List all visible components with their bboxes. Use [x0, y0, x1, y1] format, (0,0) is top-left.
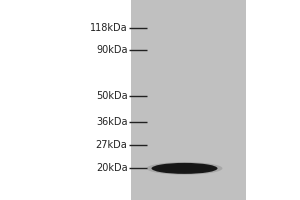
- Text: 118kDa: 118kDa: [90, 23, 128, 33]
- Text: 50kDa: 50kDa: [96, 91, 128, 101]
- Ellipse shape: [147, 162, 223, 175]
- Bar: [130, 0, 246, 200]
- Ellipse shape: [152, 163, 218, 174]
- Text: 20kDa: 20kDa: [96, 163, 128, 173]
- Text: 90kDa: 90kDa: [96, 45, 128, 55]
- Ellipse shape: [158, 164, 211, 173]
- Text: 27kDa: 27kDa: [96, 140, 128, 150]
- Text: 36kDa: 36kDa: [96, 117, 128, 127]
